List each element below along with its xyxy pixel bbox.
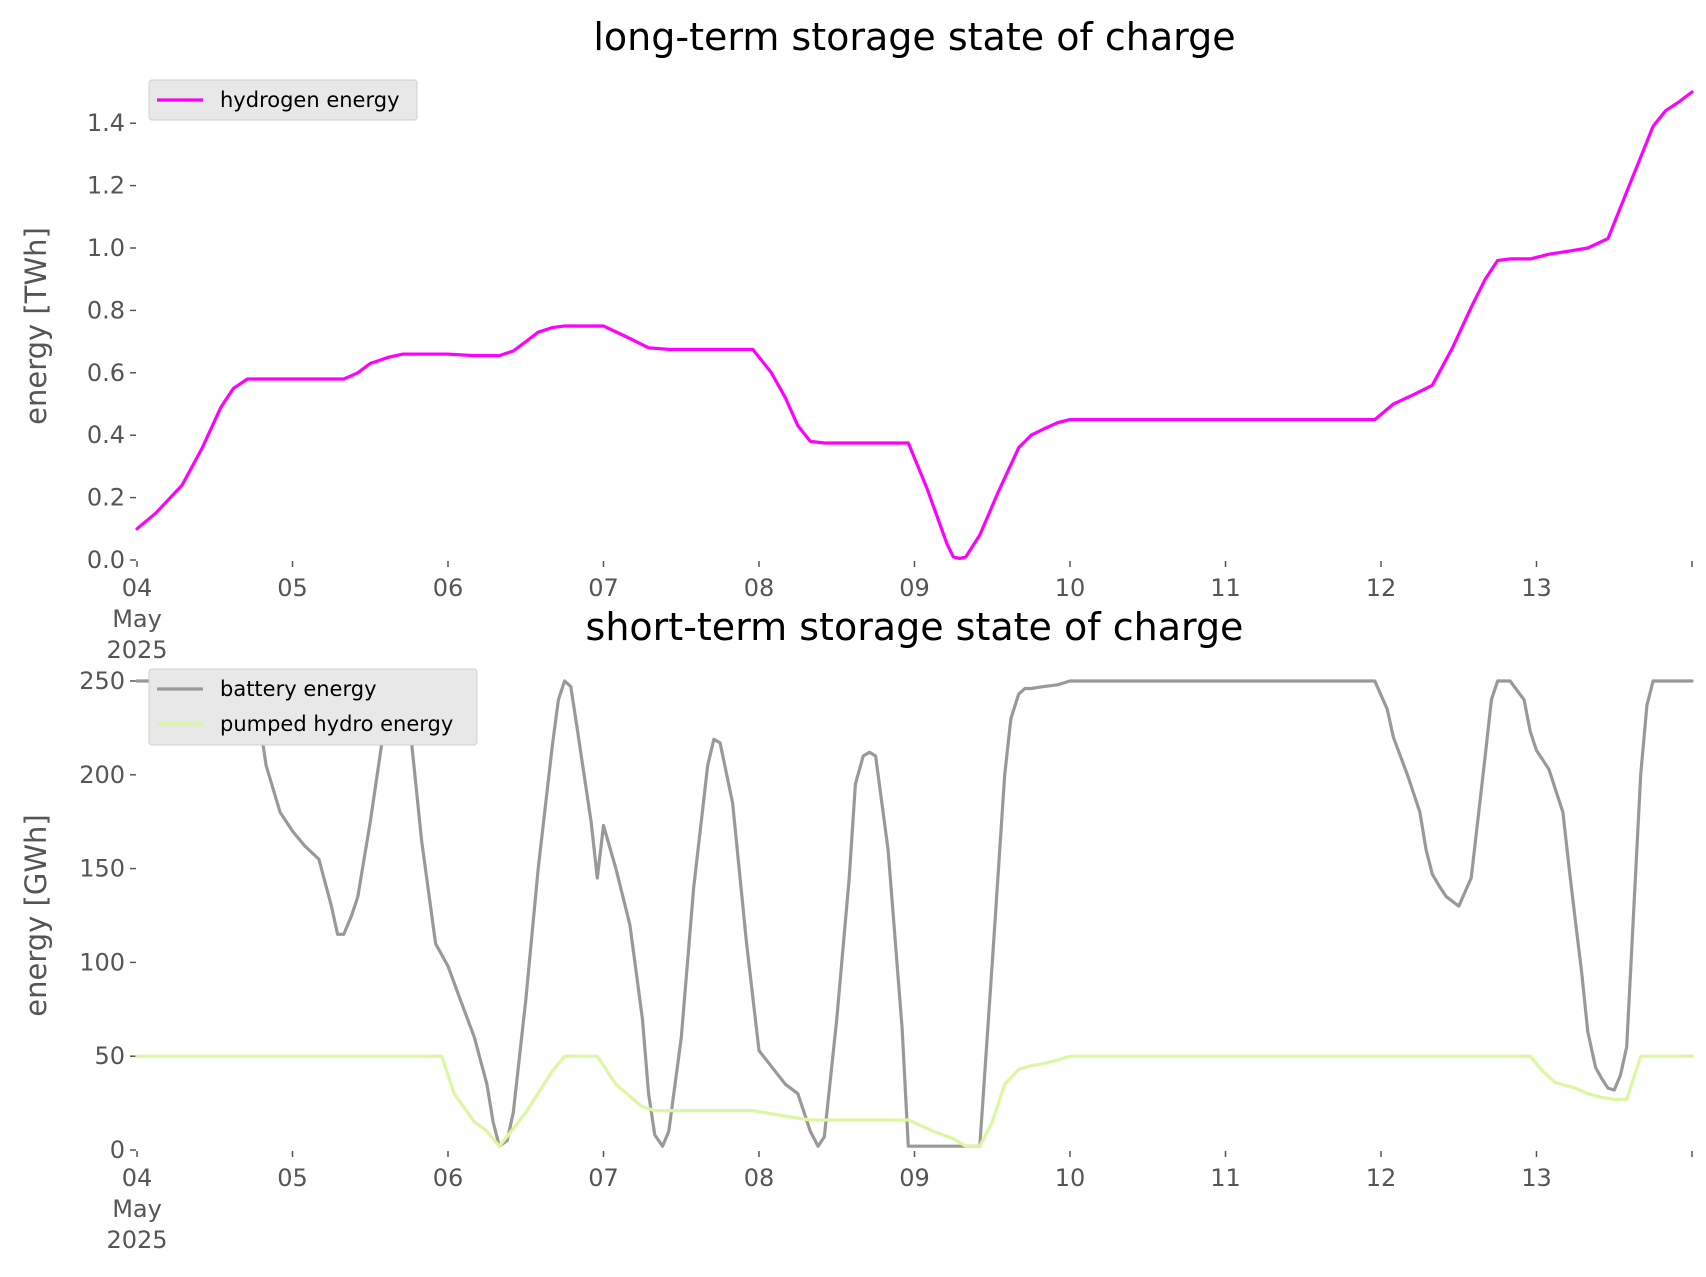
- y-tick-label: 0.2: [87, 484, 125, 512]
- x-tick-label: 05: [277, 1164, 308, 1192]
- x-tick-label: 10: [1055, 1164, 1086, 1192]
- series-line-battery-energy: [135, 679, 1694, 1148]
- x-tick-label: 12: [1366, 1164, 1397, 1192]
- legend: battery energy pumped hydro energy: [148, 668, 478, 746]
- x-tick-label: 13: [1521, 574, 1552, 602]
- x-tick-label: 05: [277, 574, 308, 602]
- x-tick-label: 07: [588, 574, 619, 602]
- y-tick-label: 200: [79, 761, 125, 789]
- y-tick-label: 50: [94, 1042, 125, 1070]
- legend: hydrogen energy: [148, 79, 418, 121]
- series-line-pumped-hydro-energy: [135, 1054, 1694, 1148]
- y-tick-label: 0.0: [87, 546, 125, 574]
- series-line-hydrogen-energy: [135, 90, 1694, 561]
- x-tick-label: 04: [122, 1164, 153, 1192]
- x-tick-year: 2025: [106, 1226, 167, 1254]
- x-tick-label: 11: [1210, 574, 1241, 602]
- x-tick-label: 09: [899, 1164, 930, 1192]
- x-tick-label: 13: [1521, 1164, 1552, 1192]
- y-tick-label: 1.2: [87, 172, 125, 200]
- x-tick-label: 11: [1210, 1164, 1241, 1192]
- x-tick-year: 2025: [106, 636, 167, 664]
- y-tick-label: 1.4: [87, 109, 125, 137]
- y-tick-label: 0.8: [87, 296, 125, 324]
- x-tick-label: 08: [744, 574, 775, 602]
- y-axis-label: energy [GWh]: [19, 814, 53, 1016]
- x-tick-month: May: [112, 1195, 162, 1223]
- short-term-storage-chart: short-term storage state of charge energy…: [19, 605, 1694, 1254]
- y-tick-label: 0.4: [87, 421, 125, 449]
- y-tick-label: 0.6: [87, 359, 125, 387]
- x-tick-label: 09: [899, 574, 930, 602]
- legend-box: [148, 668, 478, 746]
- y-axis-label: energy [TWh]: [19, 227, 53, 425]
- x-tick-label: 04: [122, 574, 153, 602]
- x-tick-label: 10: [1055, 574, 1086, 602]
- legend-label: pumped hydro energy: [220, 712, 453, 736]
- legend-label: hydrogen energy: [220, 88, 400, 112]
- chart-title: long-term storage state of charge: [593, 15, 1235, 59]
- long-term-storage-chart: long-term storage state of charge energy …: [19, 15, 1694, 664]
- y-tick-label: 250: [79, 667, 125, 695]
- y-tick-label: 100: [79, 948, 125, 976]
- legend-box: [148, 79, 418, 121]
- y-tick-label: 0: [110, 1136, 125, 1164]
- x-tick-label: 08: [744, 1164, 775, 1192]
- x-tick-label: 07: [588, 1164, 619, 1192]
- legend-label: battery energy: [220, 677, 377, 701]
- x-tick-label: 12: [1366, 574, 1397, 602]
- x-tick-label: 06: [433, 1164, 464, 1192]
- y-tick-label: 150: [79, 855, 125, 883]
- y-tick-label: 1.0: [87, 234, 125, 262]
- x-tick-month: May: [112, 605, 162, 633]
- chart-title: short-term storage state of charge: [586, 605, 1244, 649]
- x-tick-label: 06: [433, 574, 464, 602]
